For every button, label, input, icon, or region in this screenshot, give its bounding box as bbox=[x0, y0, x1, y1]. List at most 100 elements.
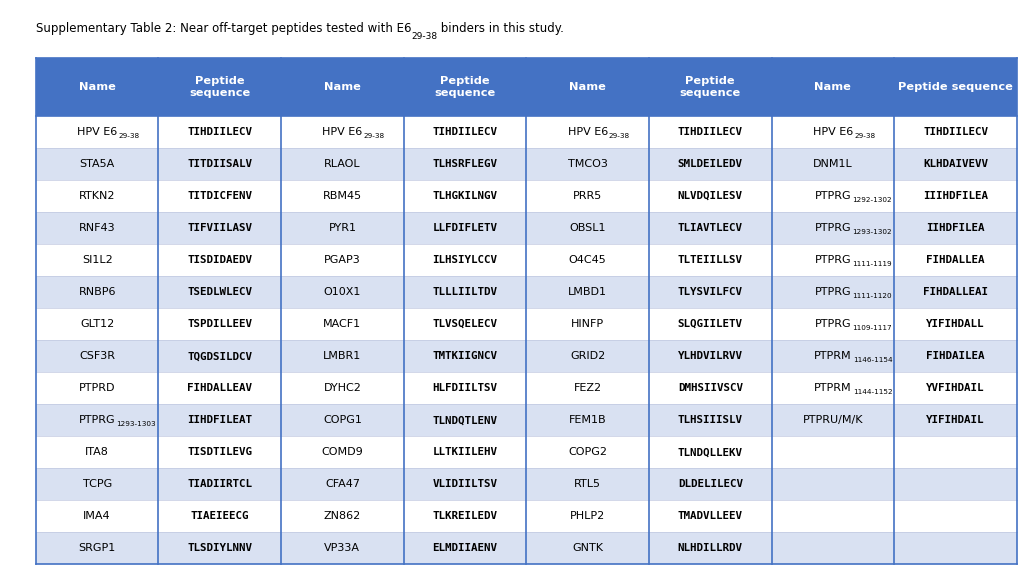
Text: TMADVLLEEV: TMADVLLEEV bbox=[678, 511, 742, 521]
Bar bbox=[36, 276, 159, 308]
Bar bbox=[526, 180, 649, 212]
Bar bbox=[403, 180, 526, 212]
Text: 1293-1303: 1293-1303 bbox=[117, 422, 156, 427]
Bar bbox=[159, 372, 281, 404]
Bar bbox=[772, 436, 894, 468]
Text: 29-38: 29-38 bbox=[364, 133, 385, 139]
Text: ZN862: ZN862 bbox=[324, 511, 361, 521]
Text: TISDIDAEDV: TISDIDAEDV bbox=[187, 255, 252, 265]
Text: FIHDALLEA: FIHDALLEA bbox=[927, 255, 985, 265]
Text: PTPRM: PTPRM bbox=[814, 383, 852, 393]
Bar bbox=[36, 58, 159, 116]
Bar bbox=[772, 404, 894, 436]
Bar bbox=[526, 308, 649, 340]
Bar bbox=[526, 532, 649, 564]
Text: COPG1: COPG1 bbox=[323, 415, 361, 425]
Bar bbox=[772, 308, 894, 340]
Bar bbox=[281, 244, 403, 276]
Bar bbox=[403, 436, 526, 468]
Bar bbox=[526, 148, 649, 180]
Bar bbox=[526, 116, 649, 148]
Text: Name: Name bbox=[569, 82, 606, 92]
Text: PRR5: PRR5 bbox=[573, 191, 602, 201]
Text: PTPRG: PTPRG bbox=[814, 319, 851, 329]
Bar bbox=[403, 58, 526, 116]
Bar bbox=[526, 340, 649, 372]
Text: Peptide
sequence: Peptide sequence bbox=[189, 76, 251, 97]
Bar bbox=[894, 468, 1017, 501]
Bar bbox=[526, 372, 649, 404]
Text: SLQGIILETV: SLQGIILETV bbox=[678, 319, 742, 329]
Text: MACF1: MACF1 bbox=[324, 319, 361, 329]
Text: RLAOL: RLAOL bbox=[324, 159, 360, 169]
Text: GRID2: GRID2 bbox=[570, 351, 605, 361]
Text: RTL5: RTL5 bbox=[574, 479, 601, 490]
Bar bbox=[159, 436, 281, 468]
Text: O4C45: O4C45 bbox=[568, 255, 606, 265]
Text: ELMDIIAENV: ELMDIIAENV bbox=[432, 544, 498, 554]
Bar bbox=[894, 244, 1017, 276]
Bar bbox=[894, 404, 1017, 436]
Text: 1292-1302: 1292-1302 bbox=[852, 197, 892, 203]
Text: TLHSIIISLV: TLHSIIISLV bbox=[678, 415, 742, 425]
Text: TIAEIEECG: TIAEIEECG bbox=[190, 511, 249, 521]
Text: Name: Name bbox=[814, 82, 851, 92]
Bar bbox=[281, 276, 403, 308]
Text: LMBR1: LMBR1 bbox=[324, 351, 361, 361]
Bar bbox=[159, 276, 281, 308]
Text: FIHDALLEAI: FIHDALLEAI bbox=[923, 287, 988, 297]
Bar bbox=[649, 58, 772, 116]
Text: TSPDILLEEV: TSPDILLEEV bbox=[187, 319, 252, 329]
Bar bbox=[403, 116, 526, 148]
Text: HPV E6: HPV E6 bbox=[323, 127, 362, 137]
Text: ITA8: ITA8 bbox=[85, 448, 110, 457]
Text: TLSDIYLNNV: TLSDIYLNNV bbox=[187, 544, 252, 554]
Text: YIFIHDAIL: YIFIHDAIL bbox=[927, 415, 985, 425]
Text: DMHSIIVSCV: DMHSIIVSCV bbox=[678, 383, 742, 393]
Bar bbox=[281, 180, 403, 212]
Bar bbox=[772, 276, 894, 308]
Bar bbox=[403, 212, 526, 244]
Text: KLHDAIVEVV: KLHDAIVEVV bbox=[923, 159, 988, 169]
Text: 29-38: 29-38 bbox=[854, 133, 876, 139]
Text: TIFVIILASV: TIFVIILASV bbox=[187, 223, 252, 233]
Text: 1144-1152: 1144-1152 bbox=[853, 389, 892, 395]
Bar bbox=[649, 372, 772, 404]
Bar bbox=[281, 532, 403, 564]
Text: TLIAVTLECV: TLIAVTLECV bbox=[678, 223, 742, 233]
Bar bbox=[403, 148, 526, 180]
Bar bbox=[772, 244, 894, 276]
Bar bbox=[772, 116, 894, 148]
Bar bbox=[36, 340, 159, 372]
Bar bbox=[894, 308, 1017, 340]
Text: HPV E6: HPV E6 bbox=[77, 127, 118, 137]
Bar bbox=[159, 58, 281, 116]
Text: HPV E6: HPV E6 bbox=[813, 127, 853, 137]
Text: TIADIIRTCL: TIADIIRTCL bbox=[187, 479, 252, 490]
Text: binders in this study.: binders in this study. bbox=[437, 22, 564, 35]
Bar bbox=[281, 148, 403, 180]
Bar bbox=[281, 340, 403, 372]
Text: IIHDFILEA: IIHDFILEA bbox=[927, 223, 985, 233]
Bar bbox=[526, 276, 649, 308]
Text: HINFP: HINFP bbox=[571, 319, 604, 329]
Text: TMCO3: TMCO3 bbox=[567, 159, 607, 169]
Bar bbox=[281, 372, 403, 404]
Text: TMTKIIGNCV: TMTKIIGNCV bbox=[432, 351, 498, 361]
Bar bbox=[403, 276, 526, 308]
Bar bbox=[894, 148, 1017, 180]
Text: PYR1: PYR1 bbox=[329, 223, 356, 233]
Bar bbox=[281, 212, 403, 244]
Text: Peptide
sequence: Peptide sequence bbox=[434, 76, 496, 97]
Text: O10X1: O10X1 bbox=[324, 287, 361, 297]
Bar bbox=[159, 148, 281, 180]
Text: NLHDILLRDV: NLHDILLRDV bbox=[678, 544, 742, 554]
Text: YVFIHDAIL: YVFIHDAIL bbox=[927, 383, 985, 393]
Text: 1111-1120: 1111-1120 bbox=[852, 293, 892, 300]
Bar bbox=[281, 468, 403, 501]
Text: TLLLIILTDV: TLLLIILTDV bbox=[432, 287, 498, 297]
Text: TLHGKILNGV: TLHGKILNGV bbox=[432, 191, 498, 201]
Text: YLHDVILRVV: YLHDVILRVV bbox=[678, 351, 742, 361]
Bar bbox=[526, 244, 649, 276]
Bar bbox=[894, 532, 1017, 564]
